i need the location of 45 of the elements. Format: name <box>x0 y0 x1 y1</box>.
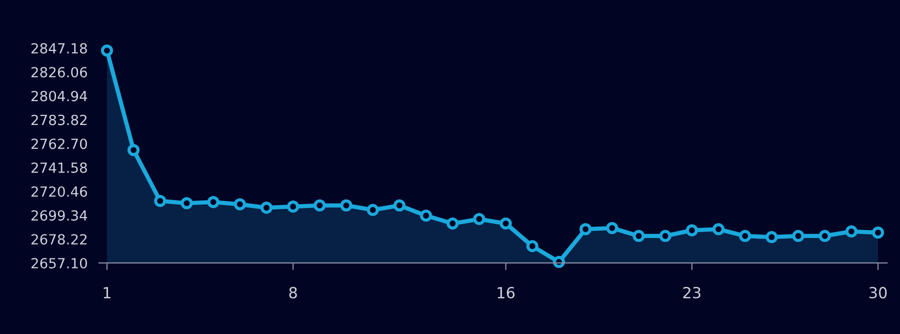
y-tick-label: 2720.46 <box>31 186 88 197</box>
point <box>552 256 565 268</box>
point <box>287 200 300 213</box>
y-tick-label: 2741.58 <box>31 162 87 173</box>
point <box>446 217 459 230</box>
point <box>632 230 645 242</box>
point <box>686 224 698 236</box>
y-tick-label: 2847.18 <box>31 43 87 54</box>
point <box>314 199 326 212</box>
x-tick-label: 1 <box>104 287 110 298</box>
point <box>100 44 114 57</box>
y-tick-label: 2762.70 <box>31 138 87 150</box>
point <box>712 223 725 236</box>
point <box>659 230 672 242</box>
x-tick-label: 30 <box>869 286 887 298</box>
x-tick-label: 23 <box>683 286 700 298</box>
y-tick-label: 2783.82 <box>31 114 86 126</box>
y-tick-label: 2657.10 <box>31 258 87 268</box>
point <box>340 199 352 212</box>
y-tick-label: 2804.94 <box>31 90 88 102</box>
y-tick-label: 2699.34 <box>31 210 88 221</box>
point <box>526 240 538 252</box>
point <box>818 230 831 242</box>
point <box>473 212 486 226</box>
point <box>207 196 220 208</box>
point <box>580 223 592 236</box>
point <box>500 217 512 230</box>
point <box>234 198 246 210</box>
x-tick-label: 16 <box>498 286 515 298</box>
point <box>180 197 193 210</box>
point <box>393 199 406 212</box>
point <box>872 226 884 239</box>
point <box>792 230 804 242</box>
point <box>845 225 858 238</box>
point <box>366 204 379 216</box>
point <box>766 231 778 244</box>
y-tick-label: 2678.22 <box>31 234 86 245</box>
point <box>154 194 166 207</box>
x-tick-label: 8 <box>289 286 297 298</box>
point <box>606 222 618 234</box>
point <box>420 210 432 222</box>
y-tick-label: 2826.06 <box>31 66 88 78</box>
point <box>739 230 752 242</box>
point <box>260 202 273 214</box>
point <box>128 144 140 156</box>
